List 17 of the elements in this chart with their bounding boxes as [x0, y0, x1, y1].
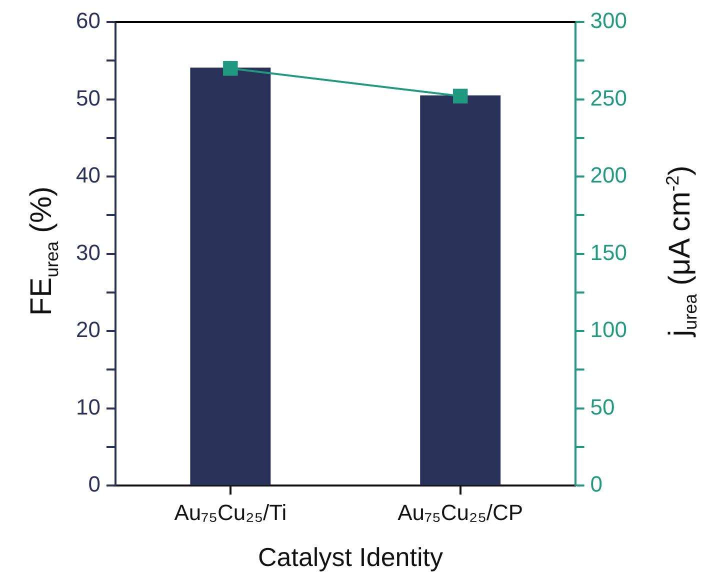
y2-tick-label: 250	[590, 85, 628, 110]
y-tick-label: 0	[88, 472, 100, 497]
y2-tick-label: 150	[590, 240, 628, 265]
y2-tick-label: 50	[590, 394, 615, 420]
y-tick-label: 40	[76, 162, 100, 188]
y-tick-label: 50	[76, 85, 100, 110]
y-tick-label: 10	[76, 394, 100, 420]
y-tick-label: 20	[76, 317, 100, 342]
x-axis-title: Catalyst Identity	[257, 542, 444, 573]
y2-tick-label: 0	[590, 472, 603, 497]
y2-tick-label: 300	[590, 8, 628, 34]
x-tick-label: Au₇₅Cu₂₅/CP	[398, 500, 524, 525]
y2-tick-label: 200	[590, 162, 628, 188]
y2-tick-label: 100	[590, 317, 628, 342]
y-tick-label: 60	[76, 8, 100, 34]
y-tick-label: 30	[76, 240, 100, 265]
x-tick-label: Au₇₅Cu₂₅/Ti	[174, 500, 287, 525]
